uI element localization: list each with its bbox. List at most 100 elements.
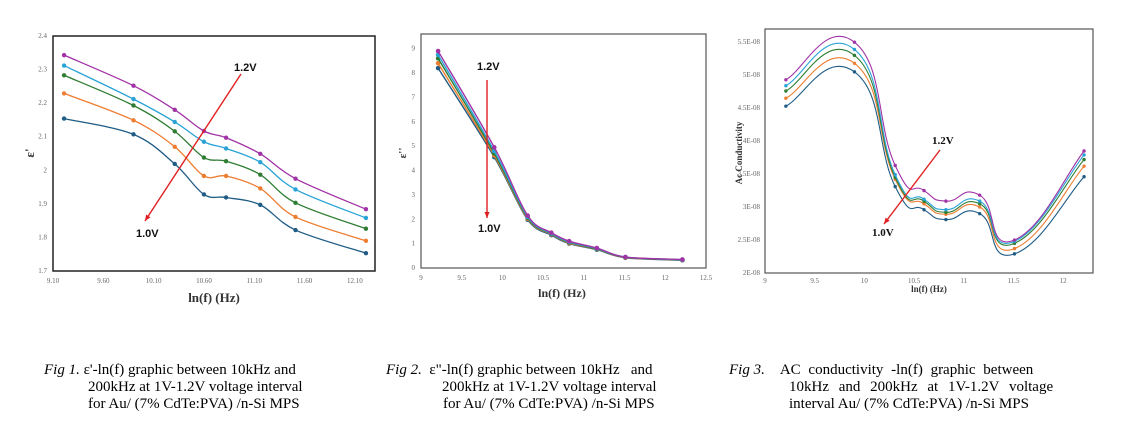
data-point xyxy=(784,89,788,93)
data-point xyxy=(258,151,263,157)
y-tick-label: 9 xyxy=(412,45,416,53)
series-group xyxy=(435,48,685,263)
arrow-label-bottom: 1.0V xyxy=(136,228,159,240)
data-point xyxy=(491,145,497,150)
data-point xyxy=(594,245,600,251)
x-axis-title: ln(f) (Hz) xyxy=(538,286,586,300)
caption-line: interval Au/ (7% CdTe:PVA) /n-Si MPS xyxy=(789,396,1029,412)
y-tick-label: 1.9 xyxy=(38,200,47,208)
data-point xyxy=(525,213,530,218)
figure-3-caption: Fig 3. AC conductivity -ln(f) graphic be… xyxy=(729,362,1053,413)
series-1_15V xyxy=(61,63,369,221)
data-point xyxy=(363,238,369,243)
data-point xyxy=(172,119,177,125)
x-tick-label: 10.60 xyxy=(196,277,212,285)
data-point xyxy=(293,227,298,233)
arrow-line xyxy=(144,73,242,222)
data-point xyxy=(293,200,298,206)
x-tick-label: 10.5 xyxy=(537,274,550,282)
series-1_2V xyxy=(435,48,685,262)
data-point xyxy=(1082,164,1086,168)
y-tick-label: 3 xyxy=(412,191,416,199)
y-tick-label: 2.3 xyxy=(38,66,47,74)
arrow-label-top: 1.2V xyxy=(234,62,257,74)
y-tick-label: 3E-08 xyxy=(743,203,761,211)
figure-3-chart: 2E-08 2.5E-08 3E-08 3.5E-08 4E-08 4.5E-08 5E-0… xyxy=(734,28,1094,294)
figure-1-chart: 1.7 1.8 1.9 2 2.1 2.2 2.3 2.4 9.10 9.60 10.10 10.6… xyxy=(22,32,376,305)
x-tick-label: 12.5 xyxy=(700,274,713,282)
data-point xyxy=(223,146,229,151)
y-tick-label: 5 xyxy=(412,142,416,150)
data-point xyxy=(293,187,298,192)
data-point xyxy=(1012,246,1017,251)
data-point xyxy=(784,96,788,100)
data-point xyxy=(223,195,229,200)
series-group xyxy=(61,52,369,256)
y-tick-label: 4 xyxy=(412,167,416,175)
data-point xyxy=(172,161,177,167)
data-point xyxy=(1082,153,1086,157)
arrowhead-icon xyxy=(484,212,490,218)
y-tick-label: 4E-08 xyxy=(743,137,761,145)
y-axis-title: ε' xyxy=(22,148,37,157)
data-point xyxy=(566,238,572,244)
x-tick-label: 11 xyxy=(960,277,967,285)
data-point xyxy=(363,226,369,231)
caption-label: Fig 1. xyxy=(44,362,80,378)
x-tick-label: 11 xyxy=(580,274,587,282)
figure-2-caption: Fig 2. ε"-ln(f) graphic between 10kHz an… xyxy=(386,362,657,413)
series-1_05V xyxy=(61,91,369,243)
y-tick-label: 5E-08 xyxy=(743,71,761,79)
series-1_1V xyxy=(61,73,369,231)
data-point xyxy=(293,176,298,181)
data-point xyxy=(61,116,67,121)
data-point xyxy=(223,173,229,179)
y-axis-title: ε'' xyxy=(397,148,409,159)
y-tick-label: 2.1 xyxy=(38,133,47,141)
x-tick-label: 10 xyxy=(861,277,869,285)
data-point xyxy=(223,159,229,164)
data-point xyxy=(201,155,207,160)
arrowhead-icon xyxy=(145,214,151,221)
x-tick-labels: 9.10 9.60 10.10 10.60 11.10 11.60 12.10 xyxy=(47,277,363,285)
data-point xyxy=(893,163,897,168)
data-point xyxy=(201,173,207,179)
x-tick-labels: 9 9.5 10 10.5 11 11.5 12 xyxy=(763,277,1067,285)
data-point xyxy=(61,63,67,68)
data-point xyxy=(131,96,136,102)
data-point xyxy=(852,70,857,74)
voltage-arrow: 1.2V 1.0V xyxy=(477,61,501,235)
data-point xyxy=(258,186,263,191)
data-point xyxy=(944,217,948,222)
voltage-arrow: 1.2V 1.0V xyxy=(872,135,954,239)
data-point xyxy=(258,172,263,177)
caption-label: Fig 2. xyxy=(386,362,422,378)
data-point xyxy=(201,139,207,144)
data-point xyxy=(435,48,441,54)
y-tick-labels: 0 1 2 3 4 5 6 7 8 9 xyxy=(412,45,416,272)
x-tick-label: 10 xyxy=(499,274,507,282)
data-point xyxy=(363,215,369,221)
data-point xyxy=(172,107,177,113)
data-point xyxy=(172,129,177,134)
y-tick-label: 6 xyxy=(412,118,416,126)
data-point xyxy=(852,53,857,58)
data-point xyxy=(944,210,948,215)
y-tick-label: 2 xyxy=(412,215,416,223)
caption-line: for Au/ (7% CdTe:PVA) /n-Si MPS xyxy=(88,396,300,412)
data-point xyxy=(922,188,926,193)
caption-line: 10kHz and 200kHz at 1V-1.2V voltage xyxy=(789,379,1054,395)
x-tick-label: 12 xyxy=(1060,277,1068,285)
x-tick-label: 10.10 xyxy=(146,277,162,285)
series-1_2V xyxy=(784,35,1086,243)
x-tick-label: 9.5 xyxy=(457,274,466,282)
data-point xyxy=(131,132,136,137)
data-point xyxy=(258,202,263,208)
series-1_1V xyxy=(784,48,1086,246)
x-tick-label: 11.60 xyxy=(297,277,313,285)
data-point xyxy=(1082,149,1086,153)
data-point xyxy=(293,214,298,220)
arrow-label-top: 1.2V xyxy=(932,135,954,147)
arrow-line xyxy=(883,149,941,225)
